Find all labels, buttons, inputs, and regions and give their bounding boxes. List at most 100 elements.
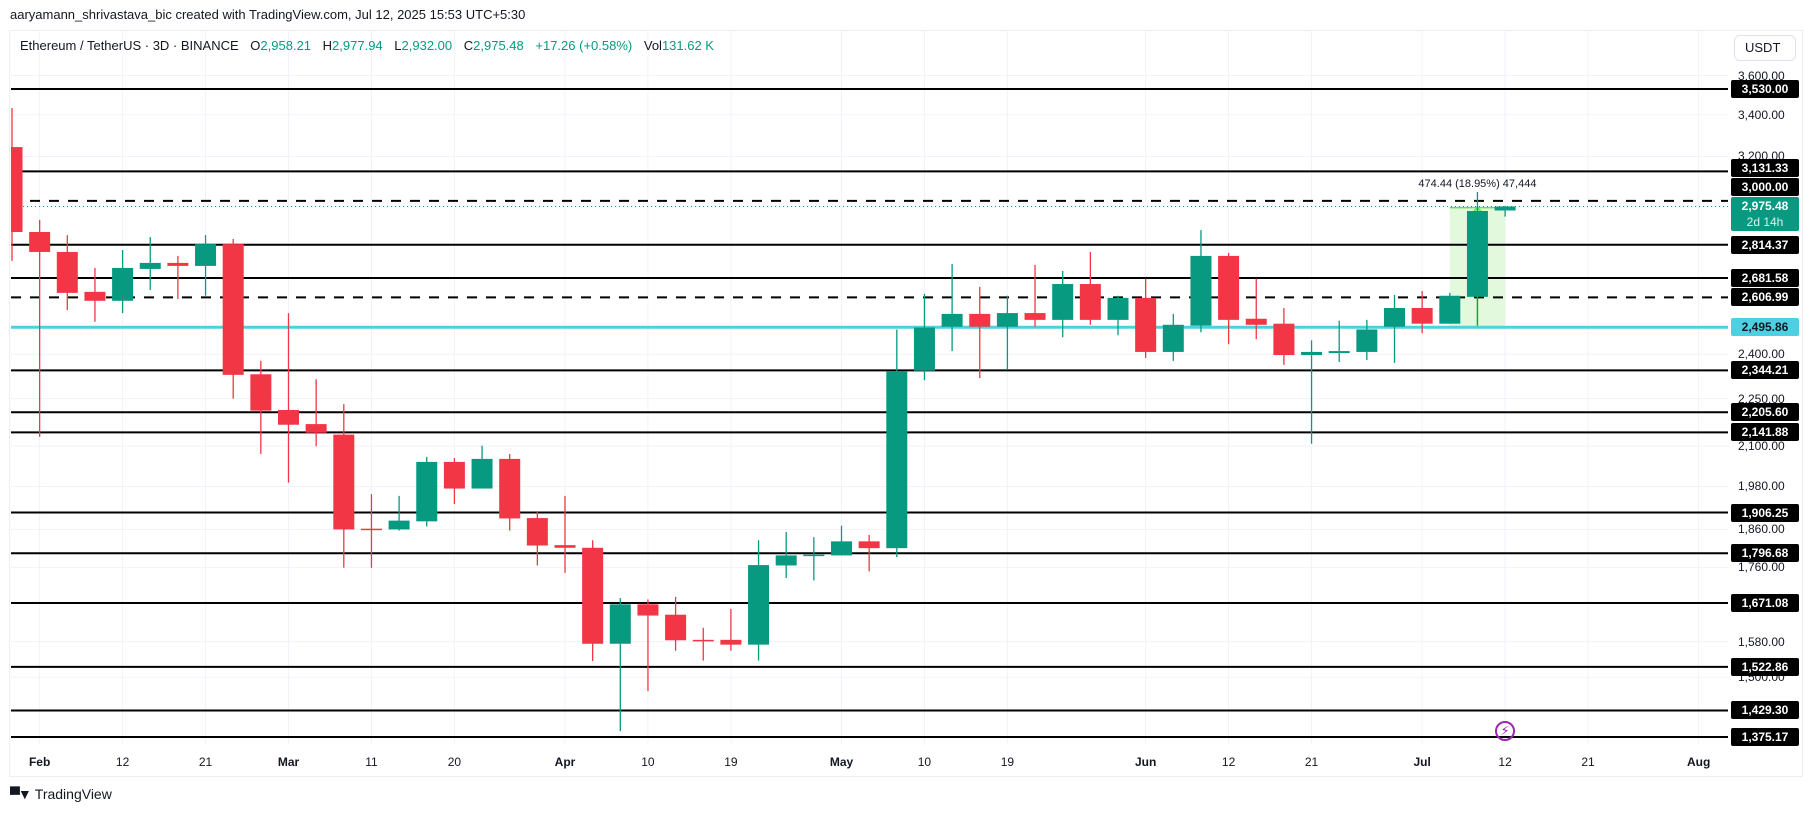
candle-body: [112, 267, 134, 301]
x-axis-tick-label: Mar: [277, 755, 300, 769]
y-axis-tick-label: 1,760.00: [1738, 560, 1785, 575]
candle-down: [305, 379, 327, 447]
candle-body: [416, 461, 438, 522]
price-level-label: 3,530.00: [1731, 80, 1799, 98]
symbol-legend: Ethereum / TetherUS · 3D · BINANCE O2,95…: [20, 38, 714, 53]
candle-up: [886, 329, 908, 557]
candle-body: [1052, 284, 1074, 320]
y-axis-tick-label: 1,580.00: [1738, 634, 1785, 649]
candle-down: [1079, 251, 1101, 325]
candle-body: [720, 639, 742, 645]
candle-body: [1245, 318, 1267, 325]
x-axis-tick-label: May: [829, 755, 854, 769]
candle-up: [471, 445, 493, 489]
candle-down: [969, 286, 991, 379]
chart-frame: [9, 30, 1803, 777]
current-price-value: 2,975.48: [1741, 199, 1789, 214]
candle-down: [637, 599, 659, 692]
candle-down: [1135, 278, 1157, 358]
candle-up: [748, 540, 770, 661]
symbol-title[interactable]: Ethereum / TetherUS · 3D · BINANCE: [20, 38, 239, 53]
candle-down: [1273, 307, 1295, 365]
candle-body: [692, 639, 714, 642]
candle-up: [1301, 340, 1323, 444]
y-axis-tick-label: 1,980.00: [1738, 479, 1785, 494]
candle-down: [526, 511, 548, 566]
candle-body: [748, 565, 770, 645]
candle-down: [250, 360, 272, 454]
x-axis-tick-label: Jul: [1413, 755, 1431, 769]
candle-down: [333, 404, 355, 568]
candle-body: [554, 545, 576, 548]
x-axis-tick-label: 10: [917, 755, 932, 769]
candle-body: [1466, 210, 1488, 297]
candle-down: [1411, 291, 1433, 334]
price-level-label: 2,141.88: [1731, 423, 1799, 442]
candle-body: [195, 244, 217, 266]
candle-body: [526, 518, 548, 546]
candle-down: [222, 238, 244, 399]
candle-down: [499, 453, 521, 531]
candle-up: [139, 237, 161, 291]
candle-up: [913, 293, 935, 381]
x-axis-tick-label: Aug: [1686, 755, 1711, 769]
candle-body: [1162, 324, 1184, 352]
currency-button[interactable]: USDT: [1734, 35, 1796, 61]
candle-up: [112, 249, 134, 314]
candle-body: [305, 424, 327, 433]
candle-down: [554, 495, 576, 573]
lightning-icon[interactable]: ⚡: [1495, 721, 1516, 741]
candle-down: [1245, 278, 1267, 340]
y-axis-tick-label: 2,100.00: [1738, 439, 1785, 453]
price-level-label: 2,495.86: [1731, 318, 1799, 337]
bar-countdown: 2d 14h: [1746, 215, 1784, 230]
candle-down: [443, 457, 465, 505]
x-axis-tick-label: 11: [365, 755, 378, 769]
candle-body: [913, 327, 935, 371]
price-level-label: 2,344.21: [1731, 361, 1799, 380]
candle-up: [1107, 295, 1129, 336]
candle-up: [388, 495, 410, 531]
x-axis-tick-label: 21: [1581, 755, 1595, 769]
candle-body: [775, 555, 797, 566]
candle-body: [29, 232, 51, 252]
y-axis-tick-label: 2,250.00: [1738, 391, 1785, 406]
x-axis-tick-label: 21: [198, 755, 213, 769]
candle-body: [11, 147, 23, 233]
candle-body: [1190, 255, 1212, 326]
candle-up: [1384, 294, 1405, 363]
price-level-label: 1,522.86: [1731, 657, 1799, 676]
candle-down: [1218, 252, 1240, 345]
open-value: 2,958.21: [260, 38, 312, 53]
candle-body: [582, 547, 604, 644]
candle-body: [941, 313, 963, 327]
candle-down: [1024, 264, 1046, 327]
current-price-label: 2,975.48 2d 14h: [1731, 197, 1799, 232]
candle-body: [499, 458, 521, 519]
candle-body: [1411, 307, 1433, 324]
price-level-label: 1,375.17: [1731, 728, 1799, 747]
chart-attribution: aaryamann_shrivastava_bic created with T…: [10, 7, 526, 22]
candle-body: [139, 262, 161, 269]
candle-down: [665, 596, 687, 651]
candle-up: [941, 263, 963, 352]
candle-body: [1273, 323, 1295, 356]
y-axis-tick-label: 1,860.00: [1738, 522, 1785, 537]
y-axis-tick-label: 3,600.00: [1738, 68, 1785, 83]
price-level-label: 1,796.68: [1731, 544, 1799, 563]
candle-up: [775, 532, 797, 579]
x-axis-tick-label: 20: [447, 755, 462, 769]
candle-down: [11, 107, 23, 261]
price-level-label: 1,429.30: [1731, 701, 1799, 720]
candle-body: [360, 528, 382, 531]
tradingview-logo-icon: ▀▼: [10, 786, 32, 802]
candle-body: [637, 604, 659, 616]
candle-body: [886, 371, 908, 549]
candle-body: [278, 409, 299, 425]
x-axis-tick-label: Jun: [1134, 755, 1157, 769]
candle-body: [84, 291, 106, 301]
candle-body: [1218, 255, 1240, 320]
price-level-label: 2,681.58: [1731, 268, 1799, 287]
high-value: 2,977.94: [332, 38, 383, 53]
